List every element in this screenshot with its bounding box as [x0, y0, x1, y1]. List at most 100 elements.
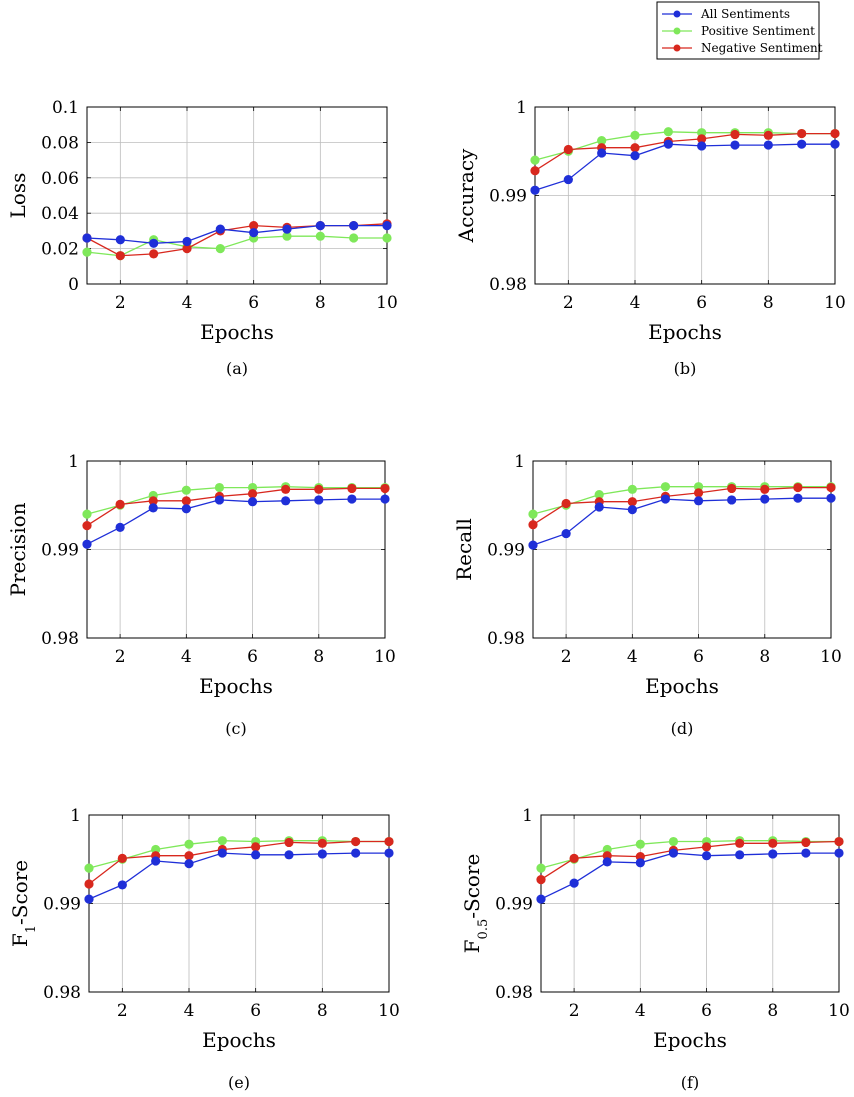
data-point — [380, 483, 390, 494]
data-point — [760, 484, 770, 494]
y-axis-label: Recall — [452, 518, 476, 581]
data-point — [351, 848, 361, 858]
x-tick-label: 2 — [117, 1001, 128, 1021]
data-point — [730, 140, 740, 150]
data-point — [730, 129, 740, 140]
x-tick-label: 6 — [696, 293, 707, 313]
plot-frame — [86, 106, 388, 285]
data-point — [826, 482, 836, 493]
series-line — [86, 224, 387, 244]
data-point — [563, 144, 573, 155]
x-tick-label: 8 — [763, 293, 774, 313]
panel-caption: (b) — [674, 359, 697, 378]
data-point — [701, 851, 712, 861]
data-point — [830, 128, 840, 139]
x-axis-label: Epochs — [645, 674, 719, 698]
data-point — [282, 224, 292, 234]
y-tick-label: 0.08 — [41, 133, 79, 153]
data-point — [735, 838, 745, 848]
series-line — [88, 852, 389, 900]
data-point — [148, 503, 158, 513]
data-point — [115, 251, 125, 261]
x-tick-label: 10 — [374, 647, 396, 667]
y-tick-label: 0 — [68, 275, 79, 295]
y-tick-label: 1 — [522, 806, 533, 826]
data-point — [380, 494, 390, 504]
x-tick-label: 2 — [563, 293, 574, 313]
x-tick-label: 6 — [701, 1001, 712, 1021]
x-tick-label: 10 — [824, 293, 846, 313]
x-tick-label: 8 — [317, 1001, 328, 1021]
x-tick-label: 10 — [820, 647, 842, 667]
data-point — [115, 522, 125, 532]
data-point — [217, 836, 227, 846]
x-tick-label: 10 — [376, 293, 398, 313]
data-point — [84, 863, 94, 873]
data-point — [597, 148, 607, 158]
data-point — [528, 509, 538, 519]
x-tick-label: 4 — [181, 647, 192, 667]
panel-caption: (a) — [226, 359, 248, 378]
panel-caption: (e) — [228, 1073, 250, 1092]
data-point — [561, 498, 571, 509]
data-point — [184, 851, 194, 861]
y-axis-label-part: Recall — [452, 518, 476, 581]
data-point — [693, 488, 704, 498]
y-tick-label: 0.98 — [495, 983, 533, 1003]
y-axis-label-part: Precision — [6, 502, 30, 596]
data-point — [282, 231, 292, 241]
data-point — [727, 495, 737, 505]
legend-marker-negative-sentiment — [673, 44, 681, 52]
y-tick-label: 0.99 — [487, 541, 525, 561]
panel-caption: (d) — [671, 719, 694, 738]
x-tick-label: 6 — [247, 647, 258, 667]
data-point — [668, 848, 679, 858]
data-point — [536, 894, 546, 904]
x-tick-label: 6 — [248, 293, 259, 313]
y-tick-label: 1 — [70, 806, 81, 826]
series-line — [86, 486, 385, 515]
chart-panel: 2 4 6 8 10 0.98 0.99 1 Epochs Precision (c) — [6, 452, 396, 738]
legend-label: Negative Sentiment — [701, 41, 823, 55]
y-axis-label-part: F — [460, 939, 484, 953]
data-point — [594, 502, 604, 512]
panel-caption: (c) — [225, 719, 246, 738]
data-point — [635, 839, 645, 849]
data-point — [349, 220, 359, 231]
data-point — [760, 494, 770, 504]
data-point — [115, 499, 125, 509]
data-point — [830, 139, 840, 149]
x-axis-label: Epochs — [648, 320, 722, 344]
charts-container: 2 4 6 8 1000.020.040.060.080.1EpochsLoss(a)2… — [6, 98, 850, 1092]
data-point — [315, 231, 325, 241]
data-point — [251, 850, 261, 860]
legend: All Sentiments Positive Sentiment Negati… — [656, 1, 823, 60]
y-tick-label: 1 — [68, 452, 79, 472]
x-tick-label: 8 — [313, 647, 324, 667]
data-point — [82, 521, 92, 531]
series-line — [534, 132, 835, 172]
data-point — [797, 128, 807, 139]
y-tick-label: 0.04 — [41, 204, 79, 224]
y-tick-label: 1 — [514, 452, 525, 472]
legend-label: Positive Sentiment — [701, 24, 815, 38]
y-tick-label: 0.06 — [41, 169, 79, 189]
data-point — [561, 528, 571, 539]
y-tick-label: 0.98 — [43, 983, 81, 1003]
y-axis-label: Precision — [6, 502, 30, 596]
data-point — [569, 853, 579, 863]
data-point — [735, 850, 745, 860]
data-point — [184, 859, 194, 869]
data-point — [826, 493, 836, 503]
data-point — [382, 220, 392, 231]
legend-marker-all-sentiments — [673, 10, 681, 18]
y-tick-label: 1 — [516, 98, 527, 118]
data-point — [630, 143, 640, 153]
y-tick-label: 0.99 — [43, 895, 81, 915]
data-point — [149, 238, 159, 248]
data-point — [82, 233, 92, 243]
chart-panel: 2 4 6 8 10 0.98 0.99 1 Epochs Recall (d) — [452, 452, 842, 738]
data-point — [214, 495, 225, 505]
data-point — [697, 141, 707, 151]
x-axis-label: Epochs — [200, 320, 274, 344]
